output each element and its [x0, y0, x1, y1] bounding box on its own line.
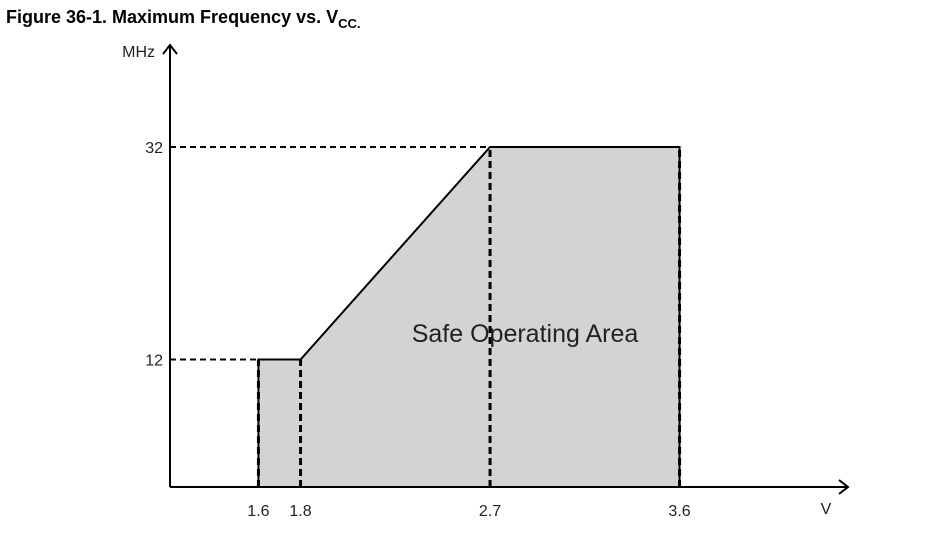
y-tick-label: 12 — [145, 353, 163, 370]
annotation: Safe Operating Area — [412, 320, 639, 348]
y-tick-label: 32 — [145, 140, 163, 157]
title-main: Figure 36-1. Maximum Frequency vs. V — [6, 7, 338, 27]
x-tick-label: 1.6 — [247, 503, 269, 520]
x-tick-label: 2.7 — [479, 503, 501, 520]
y-axis-arrow — [162, 43, 178, 55]
x-tick-label: 1.8 — [289, 503, 311, 520]
x-tick-label: 3.6 — [668, 503, 690, 520]
safe-area — [257, 146, 681, 488]
title-subscript: CC. — [338, 16, 360, 31]
y-axis-label: MHz — [122, 44, 155, 61]
chart-title: Figure 36-1. Maximum Frequency vs. VCC. — [6, 7, 361, 31]
x-axis-label: V — [821, 501, 832, 518]
x-axis-arrow — [838, 479, 850, 495]
